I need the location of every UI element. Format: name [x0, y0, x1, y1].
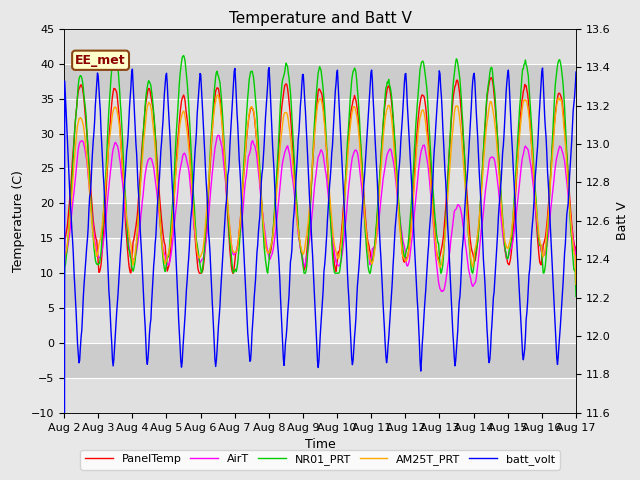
- Bar: [64, 133, 576, 168]
- AM25T_PRT: [383, 107, 390, 113]
- Line: NR01_PRT: NR01_PRT: [64, 52, 576, 297]
- Text: EE_met: EE_met: [76, 54, 126, 67]
- AM25T_PRT: [572, 281, 580, 287]
- NR01_PRT: [175, 93, 182, 98]
- PanelTemp: [382, 95, 390, 101]
- NR01_PRT: [111, 49, 118, 55]
- AirT: [201, 247, 209, 253]
- NR01_PRT: [69, 154, 77, 159]
- PanelTemp: [60, 273, 68, 279]
- Title: Temperature and Batt V: Temperature and Batt V: [228, 11, 412, 26]
- NR01_PRT: [60, 290, 68, 296]
- Bar: [64, 273, 576, 308]
- AirT: [572, 280, 580, 286]
- Legend: PanelTemp, AirT, NR01_PRT, AM25T_PRT, batt_volt: PanelTemp, AirT, NR01_PRT, AM25T_PRT, ba…: [80, 450, 560, 469]
- batt_volt: [69, 250, 77, 256]
- NR01_PRT: [202, 226, 209, 232]
- Bar: [64, 64, 576, 98]
- Bar: [64, 29, 576, 64]
- Bar: [64, 378, 576, 413]
- PanelTemp: [201, 246, 209, 252]
- AirT: [438, 288, 445, 294]
- batt_volt: [397, 127, 405, 133]
- AirT: [383, 154, 390, 160]
- AM25T_PRT: [60, 282, 68, 288]
- batt_volt: [265, 65, 273, 71]
- AM25T_PRT: [69, 172, 77, 178]
- Bar: [64, 308, 576, 343]
- NR01_PRT: [397, 235, 405, 241]
- Y-axis label: Temperature (C): Temperature (C): [12, 170, 26, 272]
- batt_volt: [383, 360, 390, 366]
- batt_volt: [201, 155, 209, 161]
- PanelTemp: [572, 276, 580, 282]
- batt_volt: [572, 69, 580, 75]
- AM25T_PRT: [214, 92, 221, 98]
- Line: batt_volt: batt_volt: [64, 68, 576, 480]
- AirT: [397, 228, 405, 233]
- AM25T_PRT: [397, 244, 405, 250]
- PanelTemp: [69, 147, 77, 153]
- AM25T_PRT: [122, 208, 130, 214]
- NR01_PRT: [383, 84, 390, 89]
- Line: PanelTemp: PanelTemp: [64, 78, 576, 279]
- Bar: [64, 343, 576, 378]
- PanelTemp: [174, 135, 182, 141]
- Y-axis label: Batt V: Batt V: [616, 202, 629, 240]
- NR01_PRT: [123, 218, 131, 224]
- PanelTemp: [122, 226, 130, 232]
- PanelTemp: [397, 232, 404, 238]
- Bar: [64, 204, 576, 238]
- NR01_PRT: [572, 294, 580, 300]
- AirT: [69, 195, 77, 201]
- Bar: [64, 168, 576, 204]
- AirT: [60, 280, 68, 286]
- Line: AM25T_PRT: AM25T_PRT: [64, 95, 576, 285]
- Line: AirT: AirT: [64, 135, 576, 291]
- Bar: [64, 238, 576, 273]
- PanelTemp: [488, 75, 495, 81]
- X-axis label: Time: Time: [305, 438, 335, 451]
- batt_volt: [174, 299, 182, 305]
- AM25T_PRT: [201, 227, 209, 233]
- batt_volt: [122, 160, 130, 166]
- AirT: [174, 186, 182, 192]
- AirT: [214, 132, 222, 138]
- Bar: [64, 98, 576, 133]
- AirT: [122, 216, 130, 222]
- AM25T_PRT: [174, 144, 182, 150]
